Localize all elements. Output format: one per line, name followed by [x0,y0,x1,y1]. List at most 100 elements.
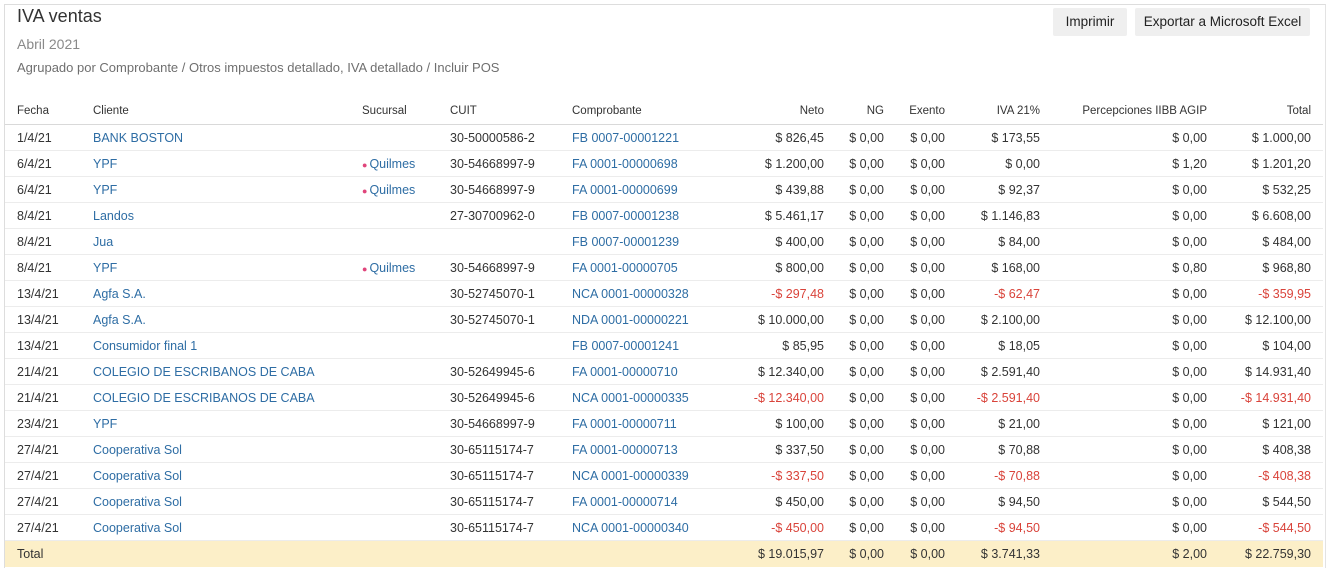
cell-ng: $ 0,00 [824,254,884,281]
cell-cliente-link[interactable]: Jua [93,228,362,255]
cell-comprobante-link[interactable]: NCA 0001-00000335 [572,384,722,411]
cell-comprobante-link[interactable]: FA 0001-00000705 [572,254,722,281]
cell-comprobante-link[interactable]: FA 0001-00000699 [572,176,722,203]
cell-iva21: $ 1.146,83 [945,202,1040,229]
cell-iva21: $ 84,00 [945,228,1040,255]
cell-sucursal [362,332,450,359]
col-header-iva21[interactable]: IVA 21% [945,98,1040,125]
cell-sucursal[interactable]: ● Quilmes [362,176,450,203]
cell-fecha: 27/4/21 [5,462,93,489]
cell-cliente-link[interactable]: Cooperativa Sol [93,514,362,541]
cell-comprobante-link[interactable]: NCA 0001-00000328 [572,280,722,307]
cell-comprobante-link[interactable]: FB 0007-00001241 [572,332,722,359]
cell-percepciones: $ 0,00 [1040,306,1207,333]
col-header-ng[interactable]: NG [824,98,884,125]
cell-cliente-link[interactable]: COLEGIO DE ESCRIBANOS DE CABA [93,358,362,385]
cell-cuit: 30-65115174-7 [450,436,572,463]
cell-comprobante-link[interactable]: FA 0001-00000710 [572,358,722,385]
cell-comprobante-link[interactable]: NCA 0001-00000339 [572,462,722,489]
cell-cliente-link[interactable]: Cooperativa Sol [93,488,362,515]
cell-percepciones: $ 0,00 [1040,462,1207,489]
cell-cliente-link[interactable]: YPF [93,254,362,281]
cell-cliente-link[interactable]: Landos [93,202,362,229]
cell-comprobante-link[interactable]: FA 0001-00000714 [572,488,722,515]
sucursal-label[interactable]: Quilmes [369,260,416,275]
cell-fecha: 23/4/21 [5,410,93,437]
report-filters: Agrupado por Comprobante / Otros impuest… [17,60,500,75]
cell-iva21: $ 2.591,40 [945,358,1040,385]
cell-cliente-link[interactable]: YPF [93,150,362,177]
cell-exento: $ 0,00 [884,332,945,359]
cell-ng: $ 0,00 [824,462,884,489]
col-header-cuit[interactable]: CUIT [450,98,572,125]
cell-fecha: 8/4/21 [5,254,93,281]
col-header-cliente[interactable]: Cliente [93,98,362,125]
totals-percepciones: $ 2,00 [1040,540,1207,567]
cell-comprobante-link[interactable]: FB 0007-00001221 [572,124,722,151]
cell-cliente-link[interactable]: YPF [93,410,362,437]
col-header-percepciones[interactable]: Percepciones IIBB AGIP [1040,98,1207,125]
cell-comprobante-link[interactable]: FA 0001-00000713 [572,436,722,463]
cell-cliente-link[interactable]: BANK BOSTON [93,124,362,151]
cell-cliente-link[interactable]: Agfa S.A. [93,306,362,333]
table-row: 21/4/21 COLEGIO DE ESCRIBANOS DE CABA 30-5… [5,384,1323,411]
cell-sucursal [362,280,450,307]
col-header-sucursal[interactable]: Sucursal [362,98,450,125]
cell-cuit: 30-52745070-1 [450,306,572,333]
col-header-fecha[interactable]: Fecha [5,98,93,125]
cell-fecha: 13/4/21 [5,332,93,359]
cell-exento: $ 0,00 [884,228,945,255]
table-row: 27/4/21 Cooperativa Sol 30-65115174-7 NCA 0… [5,514,1323,541]
export-excel-button[interactable]: Exportar a Microsoft Excel [1135,8,1310,36]
sucursal-label[interactable]: Quilmes [369,182,416,197]
cell-comprobante-link[interactable]: FA 0001-00000711 [572,410,722,437]
cell-cuit: 30-54668997-9 [450,150,572,177]
cell-comprobante-link[interactable]: NDA 0001-00000221 [572,306,722,333]
cell-total: $ 121,00 [1207,410,1323,437]
cell-cuit [450,228,572,255]
cell-comprobante-link[interactable]: FB 0007-00001239 [572,228,722,255]
cell-ng: $ 0,00 [824,280,884,307]
col-header-exento[interactable]: Exento [884,98,945,125]
col-header-neto[interactable]: Neto [722,98,824,125]
cell-exento: $ 0,00 [884,202,945,229]
cell-cliente-link[interactable]: YPF [93,176,362,203]
cell-iva21: $ 18,05 [945,332,1040,359]
totals-empty [572,540,722,567]
cell-comprobante-link[interactable]: NCA 0001-00000340 [572,514,722,541]
cell-comprobante-link[interactable]: FB 0007-00001238 [572,202,722,229]
cell-percepciones: $ 0,00 [1040,228,1207,255]
cell-percepciones: $ 0,80 [1040,254,1207,281]
table-row: 21/4/21 COLEGIO DE ESCRIBANOS DE CABA 30-5… [5,358,1323,385]
col-header-comprobante[interactable]: Comprobante [572,98,722,125]
cell-percepciones: $ 0,00 [1040,332,1207,359]
cell-percepciones: $ 0,00 [1040,358,1207,385]
cell-cliente-link[interactable]: Cooperativa Sol [93,436,362,463]
cell-cliente-link[interactable]: COLEGIO DE ESCRIBANOS DE CABA [93,384,362,411]
cell-cuit: 30-54668997-9 [450,254,572,281]
cell-cliente-link[interactable]: Consumidor final 1 [93,332,362,359]
cell-ng: $ 0,00 [824,514,884,541]
totals-ng: $ 0,00 [824,540,884,567]
cell-exento: $ 0,00 [884,358,945,385]
table-row: 27/4/21 Cooperativa Sol 30-65115174-7 FA 00… [5,488,1323,515]
table-row: 13/4/21 Agfa S.A. 30-52745070-1 NDA 0001-00… [5,306,1323,333]
cell-fecha: 8/4/21 [5,228,93,255]
cell-cliente-link[interactable]: Cooperativa Sol [93,462,362,489]
cell-iva21: $ 70,88 [945,436,1040,463]
print-button[interactable]: Imprimir [1053,8,1127,36]
cell-total: $ 532,25 [1207,176,1323,203]
cell-percepciones: $ 0,00 [1040,488,1207,515]
sucursal-label[interactable]: Quilmes [369,156,416,171]
cell-sucursal[interactable]: ● Quilmes [362,150,450,177]
cell-cuit [450,332,572,359]
cell-iva21: $ 173,55 [945,124,1040,151]
cell-sucursal[interactable]: ● Quilmes [362,254,450,281]
cell-fecha: 6/4/21 [5,176,93,203]
cell-comprobante-link[interactable]: FA 0001-00000698 [572,150,722,177]
col-header-total[interactable]: Total [1207,98,1323,125]
cell-iva21: $ 92,37 [945,176,1040,203]
cell-cliente-link[interactable]: Agfa S.A. [93,280,362,307]
table-row: 1/4/21 BANK BOSTON 30-50000586-2 FB 0007-00… [5,124,1323,151]
cell-neto: $ 400,00 [722,228,824,255]
